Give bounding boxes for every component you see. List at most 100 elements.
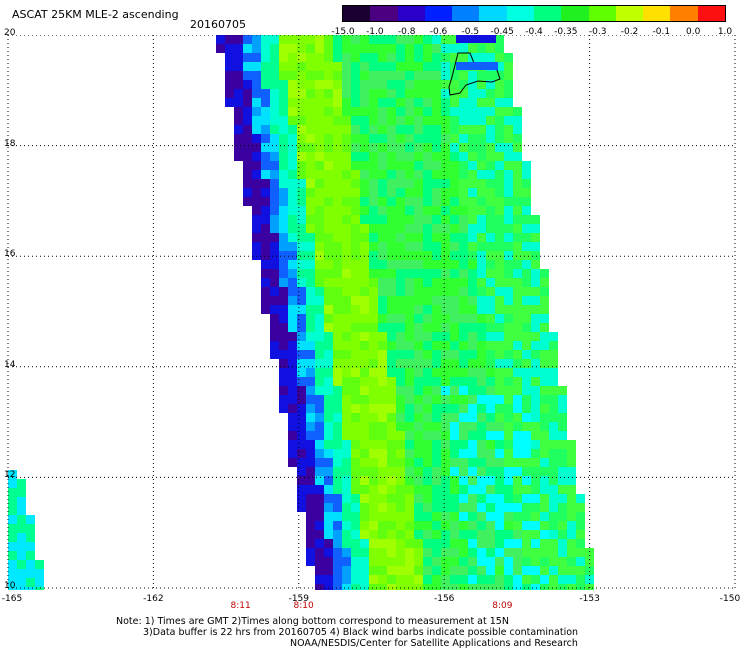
swath-cell <box>324 215 333 224</box>
swath-cell <box>495 170 504 179</box>
swath-cell <box>396 539 405 548</box>
swath-cell <box>369 242 378 251</box>
swath-cell <box>315 323 324 332</box>
swath-cell <box>441 188 450 197</box>
swath-cell <box>405 143 414 152</box>
color-scale-swatch-9 <box>588 6 616 21</box>
swath-cell <box>360 107 369 116</box>
swath-cell <box>297 269 306 278</box>
color-scale-swatch-8 <box>561 6 589 21</box>
swath-cell <box>378 215 387 224</box>
swath-cell <box>324 260 333 269</box>
swath-cell <box>549 548 558 557</box>
swath-cell <box>477 242 486 251</box>
swath-cell <box>315 62 324 71</box>
swath-cell <box>513 224 522 233</box>
swath-cell <box>387 530 396 539</box>
swath-cell <box>432 242 441 251</box>
swath-cell <box>495 494 504 503</box>
swath-cell <box>17 587 26 590</box>
swath-cell <box>333 116 342 125</box>
swath-cell <box>504 242 513 251</box>
swath-cell <box>315 566 324 575</box>
swath-cell <box>279 179 288 188</box>
swath-cell <box>414 485 423 494</box>
swath-cell <box>378 359 387 368</box>
swath-cell <box>360 467 369 476</box>
swath-cell <box>315 359 324 368</box>
swath-cell <box>513 503 522 512</box>
swath-cell <box>351 512 360 521</box>
swath-cell <box>378 548 387 557</box>
swath-cell <box>495 116 504 125</box>
swath-cell <box>17 560 26 569</box>
color-scale-label: 0.0 <box>685 27 701 37</box>
swath-cell <box>405 521 414 530</box>
swath-cell <box>477 557 486 566</box>
swath-cell <box>279 332 288 341</box>
swath-cell <box>324 458 333 467</box>
swath-cell <box>351 296 360 305</box>
swath-cell <box>288 386 297 395</box>
swath-cell <box>342 71 351 80</box>
swath-cell <box>477 215 486 224</box>
swath-cell <box>459 152 468 161</box>
swath-cell <box>342 404 351 413</box>
swath-cell <box>351 539 360 548</box>
swath-cell <box>396 413 405 422</box>
swath-cell <box>405 251 414 260</box>
swath-cell <box>504 539 513 548</box>
swath-cell <box>450 332 459 341</box>
swath-cell <box>8 497 17 506</box>
swath-cell <box>504 152 513 161</box>
swath-cell <box>306 35 315 44</box>
swath-cell <box>477 44 486 53</box>
swath-cell <box>486 206 495 215</box>
swath-cell <box>360 224 369 233</box>
swath-cell <box>522 539 531 548</box>
swath-cell <box>450 296 459 305</box>
color-scale-swatch-13 <box>697 6 725 21</box>
swath-cell <box>414 296 423 305</box>
swath-cell <box>279 377 288 386</box>
swath-cell <box>414 305 423 314</box>
swath-cell <box>351 260 360 269</box>
swath-cell <box>504 350 513 359</box>
color-scale-label: -0.6 <box>429 27 448 37</box>
swath-cell <box>333 143 342 152</box>
swath-cell <box>342 62 351 71</box>
swath-cell <box>540 413 549 422</box>
swath-cell <box>513 422 522 431</box>
swath-cell <box>486 332 495 341</box>
swath-cell <box>423 485 432 494</box>
swath-cell <box>441 314 450 323</box>
swath-cell <box>396 386 405 395</box>
swath-cell <box>270 143 279 152</box>
swath-cell <box>558 557 567 566</box>
swath-cell <box>270 314 279 323</box>
swath-cell <box>477 260 486 269</box>
swath-cell <box>432 62 441 71</box>
swath-cell <box>576 548 585 557</box>
swath-cell <box>378 98 387 107</box>
swath-cell <box>423 431 432 440</box>
swath-cell <box>26 542 35 551</box>
swath-cell <box>423 314 432 323</box>
swath-cell <box>468 152 477 161</box>
swath-cell <box>414 71 423 80</box>
swath-cell <box>342 476 351 485</box>
swath-cell <box>360 80 369 89</box>
swath-cell <box>333 341 342 350</box>
swath-cell <box>432 80 441 89</box>
swath-cell <box>441 413 450 422</box>
swath-cell <box>567 503 576 512</box>
swath-cell <box>549 458 558 467</box>
swath-cell <box>540 566 549 575</box>
swath-cell <box>342 314 351 323</box>
swath-cell <box>360 89 369 98</box>
swath-cell <box>405 494 414 503</box>
swath-cell <box>414 242 423 251</box>
swath-cell <box>342 332 351 341</box>
swath-cell <box>477 188 486 197</box>
swath-cell <box>351 413 360 422</box>
